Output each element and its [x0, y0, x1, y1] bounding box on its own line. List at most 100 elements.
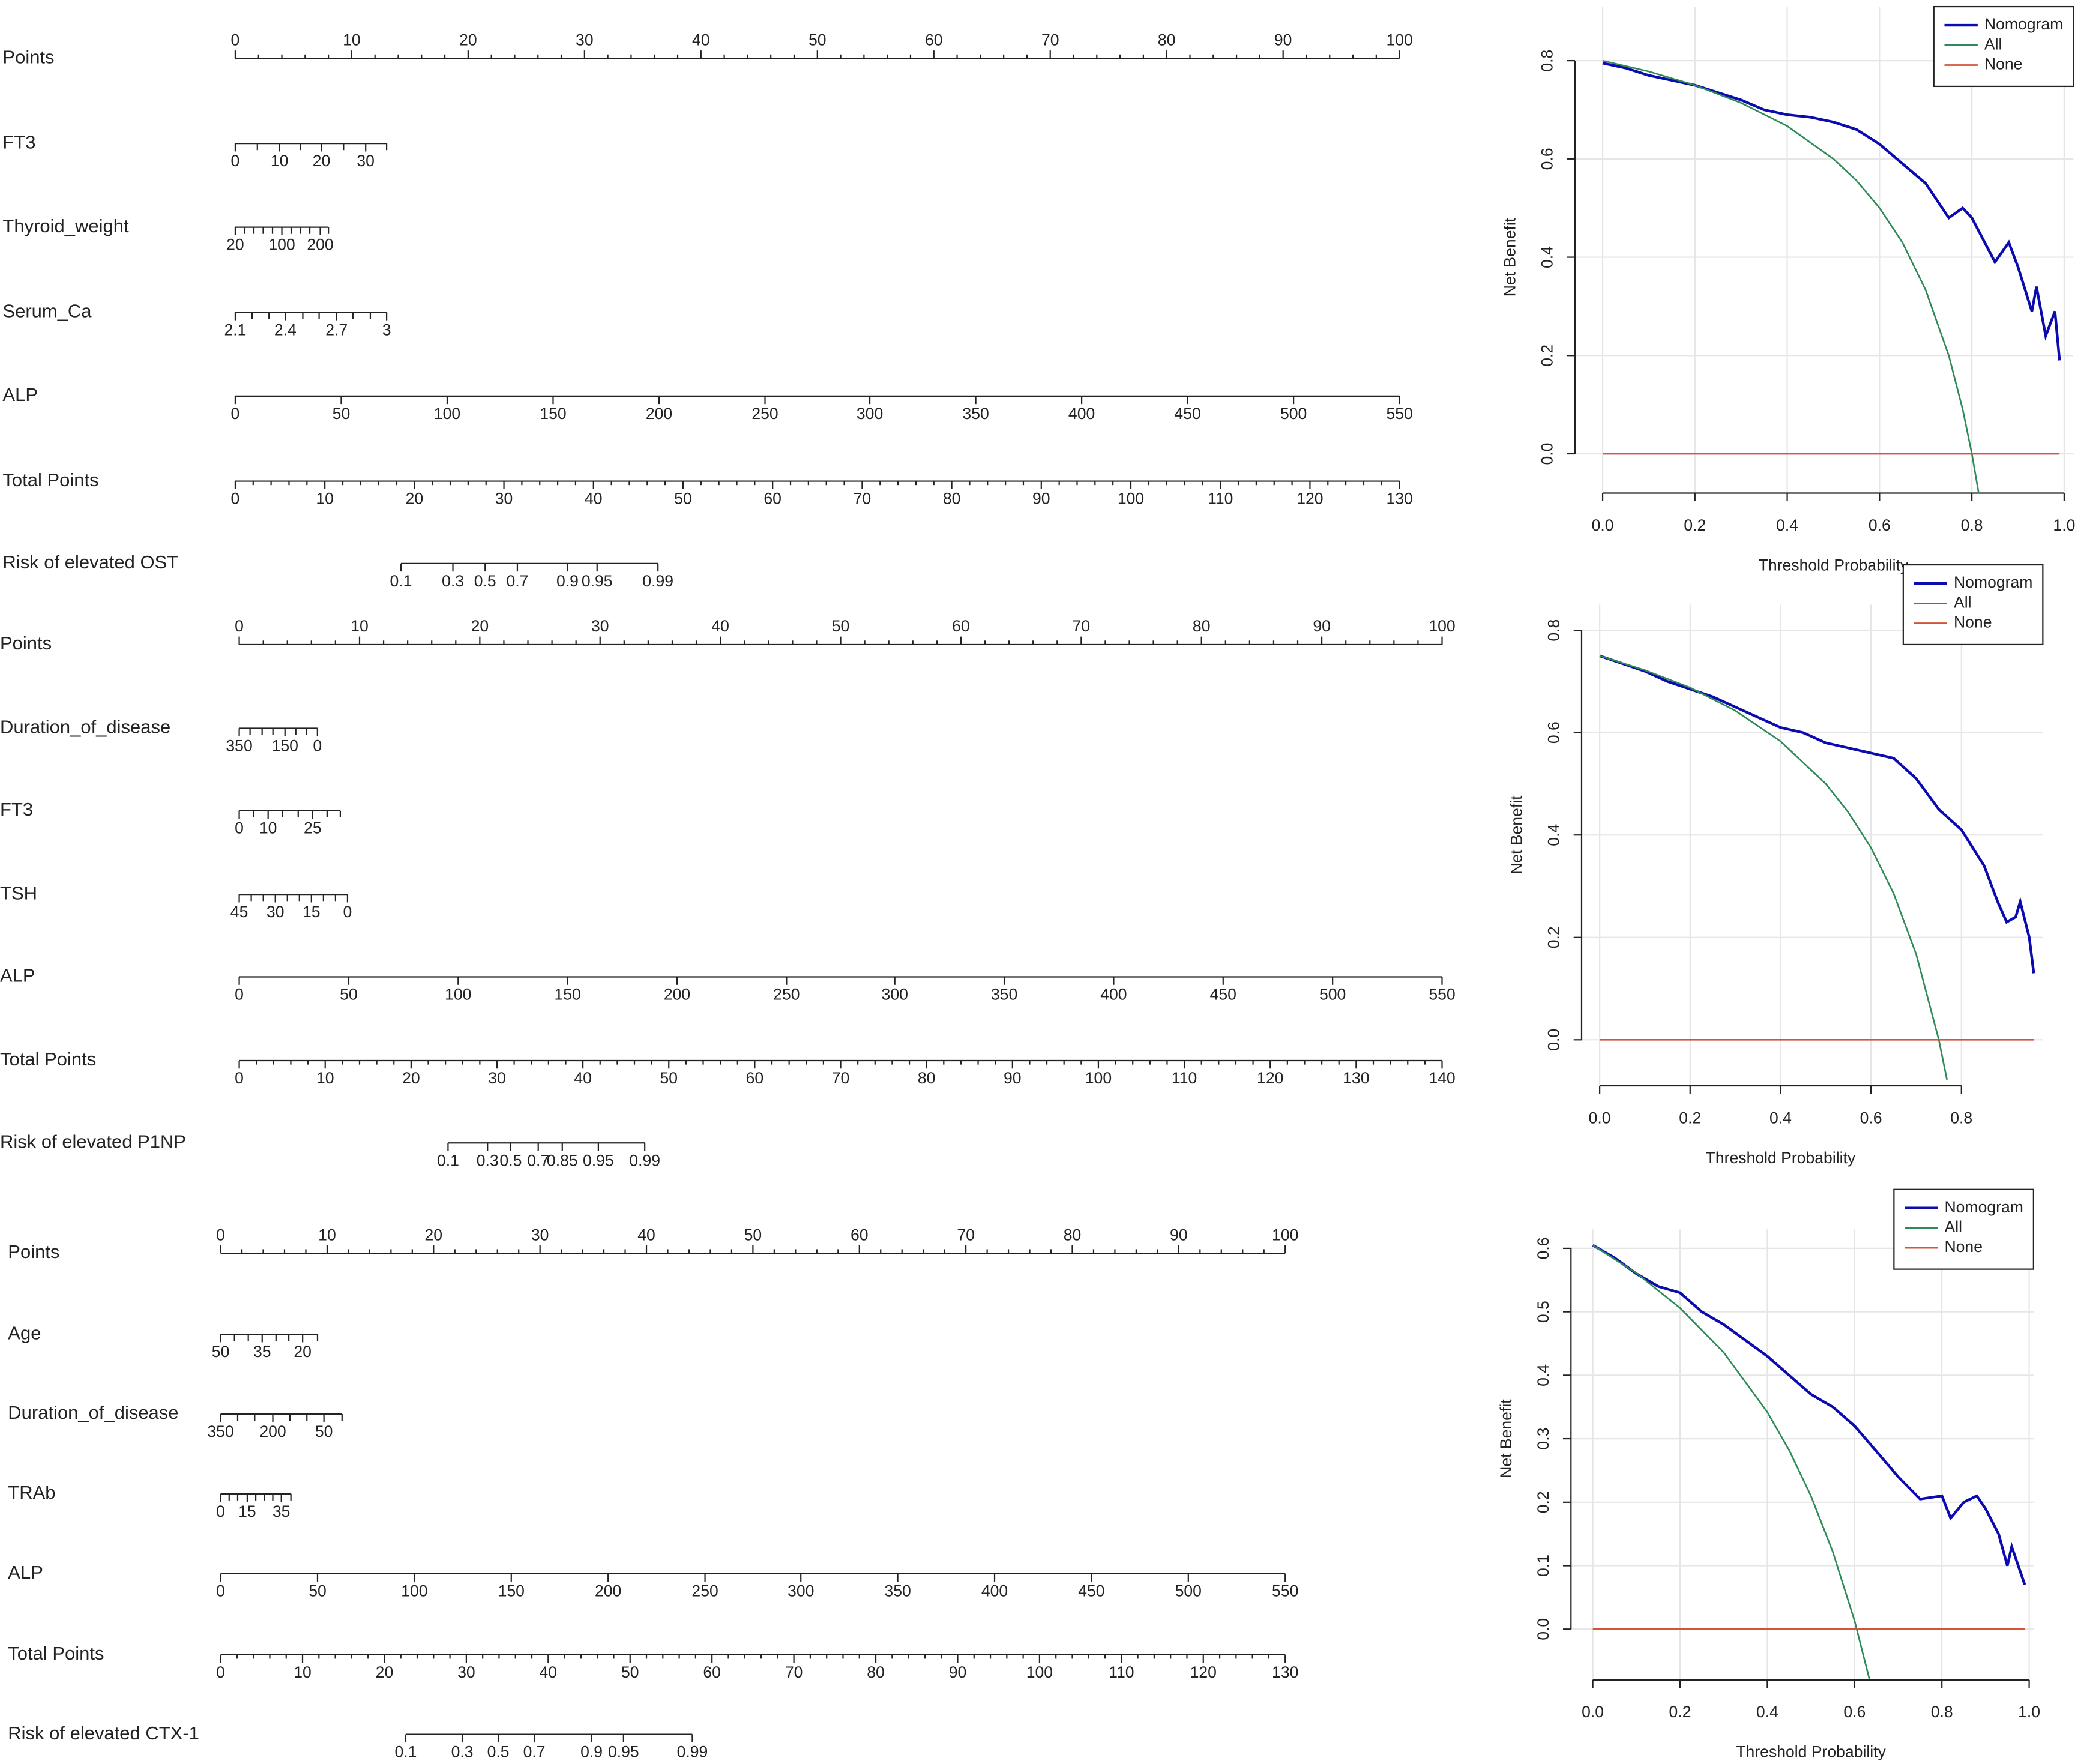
tick-label: 200: [307, 236, 333, 254]
row-label: Serum_Ca: [2, 301, 92, 322]
y-tick-label: 0.6: [1534, 1237, 1552, 1259]
tick-label: 50: [315, 1422, 333, 1440]
tick-label: 20: [313, 152, 331, 170]
tick-label: 0.1: [394, 1743, 417, 1761]
tick-label: 450: [1174, 405, 1200, 423]
row-label: Duration_of_disease: [8, 1402, 178, 1423]
tick-label: 350: [884, 1582, 911, 1600]
x-tick-label: 0.0: [1582, 1703, 1604, 1721]
legend-label: None: [1944, 1238, 1983, 1256]
row-label: Risk of elevated CTX-1: [8, 1723, 199, 1744]
tick-label: 40: [540, 1663, 558, 1681]
tick-label: 70: [1073, 617, 1091, 635]
tick-label: 0.9: [580, 1743, 603, 1761]
y-tick-label: 0.2: [1538, 345, 1556, 367]
tick-label: 200: [259, 1422, 286, 1440]
tick-label: 110: [1172, 1069, 1197, 1087]
row-label: FT3: [2, 131, 35, 152]
x-axis-title: Threshold Probability: [1759, 556, 1909, 574]
tick-label: 0: [231, 31, 240, 49]
tick-label: 30: [576, 31, 594, 49]
tick-label: 110: [1109, 1663, 1134, 1681]
tick-label: 50: [212, 1343, 230, 1361]
tick-label: 140: [1429, 1069, 1455, 1087]
tick-label: 80: [918, 1069, 936, 1087]
tick-label: 0.7: [527, 1151, 549, 1169]
tick-label: 120: [1190, 1663, 1217, 1681]
tick-label: 0.3: [477, 1151, 499, 1169]
x-tick-label: 1.0: [2018, 1703, 2040, 1721]
tick-label: 90: [1004, 1069, 1022, 1087]
tick-label: 250: [773, 986, 800, 1004]
tick-label: 10: [316, 490, 334, 508]
tick-label: 40: [711, 617, 729, 635]
tick-label: 0.95: [583, 1151, 614, 1169]
tick-label: 300: [788, 1582, 814, 1600]
tick-label: 2.1: [224, 321, 246, 339]
y-tick-label: 0.2: [1534, 1491, 1552, 1513]
row-label: Risk of elevated P1NP: [0, 1131, 186, 1152]
y-tick-label: 0.4: [1545, 824, 1563, 846]
row-label: ALP: [8, 1562, 43, 1583]
row-label: Points: [2, 47, 54, 68]
tick-label: 20: [425, 1226, 443, 1244]
tick-label: 70: [832, 1069, 850, 1087]
tick-label: 100: [1026, 1663, 1053, 1681]
tick-label: 50: [621, 1663, 639, 1681]
tick-label: 90: [949, 1663, 967, 1681]
tick-label: 30: [267, 903, 285, 921]
x-tick-label: 0.2: [1684, 516, 1706, 534]
row-label: Duration_of_disease: [0, 717, 170, 738]
tick-label: 2.4: [274, 321, 297, 339]
tick-label: 350: [226, 736, 252, 754]
x-tick-label: 0.2: [1679, 1109, 1701, 1127]
y-tick-label: 0.5: [1534, 1301, 1552, 1323]
legend-label: Nomogram: [1954, 573, 2032, 591]
tick-label: 400: [981, 1582, 1008, 1600]
tick-label: 60: [746, 1069, 764, 1087]
x-tick-label: 0.8: [1961, 516, 1983, 534]
y-tick-label: 0.0: [1538, 443, 1556, 465]
tick-label: 20: [226, 236, 244, 254]
tick-label: 30: [531, 1226, 549, 1244]
tick-label: 0: [235, 819, 244, 837]
tick-label: 0: [216, 1582, 225, 1600]
tick-label: 60: [925, 31, 943, 49]
row-label: TRAb: [8, 1482, 55, 1503]
row-label: ALP: [2, 384, 38, 405]
tick-label: 35: [253, 1343, 271, 1361]
tick-label: 0: [343, 903, 352, 921]
tick-label: 80: [1193, 617, 1211, 635]
y-tick-label: 0.6: [1538, 148, 1556, 170]
tick-label: 2.7: [325, 321, 348, 339]
tick-label: 20: [294, 1343, 312, 1361]
y-axis-title: Net Benefit: [1508, 795, 1526, 874]
tick-label: 200: [646, 405, 672, 423]
row-label: Points: [8, 1241, 59, 1262]
tick-label: 35: [273, 1502, 291, 1520]
tick-label: 200: [595, 1582, 621, 1600]
tick-label: 40: [692, 31, 710, 49]
tick-label: 0.95: [608, 1743, 639, 1761]
tick-label: 150: [498, 1582, 525, 1600]
tick-label: 100: [445, 986, 471, 1004]
tick-label: 250: [751, 405, 778, 423]
x-tick-label: 0.8: [1950, 1109, 1972, 1127]
tick-label: 0.85: [547, 1151, 578, 1169]
row-label: TSH: [0, 882, 37, 903]
legend-box: [1933, 5, 2074, 88]
tick-label: 500: [1319, 986, 1346, 1004]
tick-label: 350: [991, 986, 1017, 1004]
tick-label: 70: [785, 1663, 803, 1681]
x-tick-label: 0.0: [1589, 1109, 1611, 1127]
tick-label: 50: [340, 986, 358, 1004]
tick-label: 0.9: [556, 572, 579, 590]
row-label: FT3: [0, 799, 33, 820]
y-axis-title: Net Benefit: [1501, 217, 1519, 297]
tick-label: 100: [1272, 1226, 1298, 1244]
row-label: Total Points: [0, 1049, 96, 1070]
tick-label: 90: [1032, 490, 1050, 508]
tick-label: 0.5: [487, 1743, 510, 1761]
legend-label: None: [1984, 55, 2023, 73]
tick-label: 10: [316, 1069, 334, 1087]
